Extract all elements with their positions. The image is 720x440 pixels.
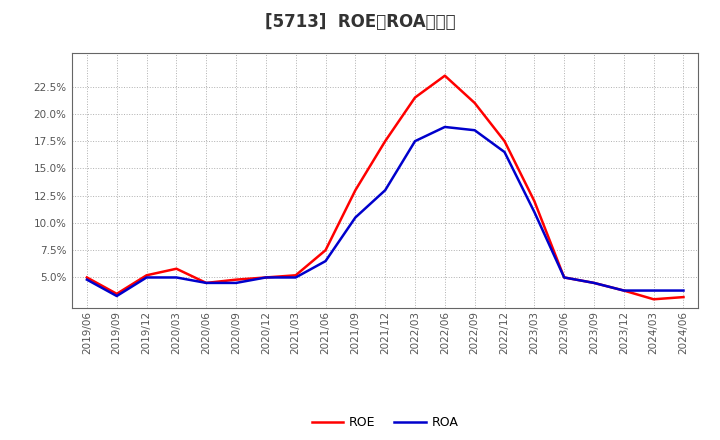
- ROE: [500, 139, 509, 144]
- ROA: [441, 125, 449, 130]
- Line: ROE: ROE: [87, 76, 683, 299]
- ROE: [381, 139, 390, 144]
- ROA: [381, 187, 390, 193]
- ROE: [560, 275, 569, 280]
- ROE: [441, 73, 449, 78]
- ROE: [261, 275, 270, 280]
- ROA: [619, 288, 628, 293]
- ROA: [202, 280, 210, 286]
- ROA: [261, 275, 270, 280]
- ROE: [112, 291, 121, 297]
- ROA: [560, 275, 569, 280]
- ROE: [351, 187, 360, 193]
- ROA: [590, 280, 598, 286]
- ROA: [83, 277, 91, 282]
- ROA: [410, 139, 419, 144]
- ROA: [649, 288, 658, 293]
- ROE: [619, 288, 628, 293]
- ROE: [143, 273, 151, 278]
- ROE: [83, 275, 91, 280]
- ROA: [470, 128, 479, 133]
- Line: ROA: ROA: [87, 127, 683, 296]
- ROA: [351, 215, 360, 220]
- ROE: [202, 280, 210, 286]
- ROE: [172, 266, 181, 271]
- ROA: [292, 275, 300, 280]
- ROA: [321, 258, 330, 264]
- ROA: [143, 275, 151, 280]
- Text: [5713]  ROE、ROAの推移: [5713] ROE、ROAの推移: [265, 13, 455, 31]
- ROA: [112, 293, 121, 299]
- ROE: [321, 248, 330, 253]
- ROE: [590, 280, 598, 286]
- ROE: [232, 277, 240, 282]
- ROA: [679, 288, 688, 293]
- ROE: [292, 273, 300, 278]
- ROA: [172, 275, 181, 280]
- ROE: [530, 198, 539, 204]
- ROE: [470, 100, 479, 106]
- Legend: ROE, ROA: ROE, ROA: [307, 411, 464, 434]
- ROE: [649, 297, 658, 302]
- ROE: [410, 95, 419, 100]
- ROA: [232, 280, 240, 286]
- ROE: [679, 294, 688, 300]
- ROA: [530, 209, 539, 215]
- ROA: [500, 150, 509, 155]
